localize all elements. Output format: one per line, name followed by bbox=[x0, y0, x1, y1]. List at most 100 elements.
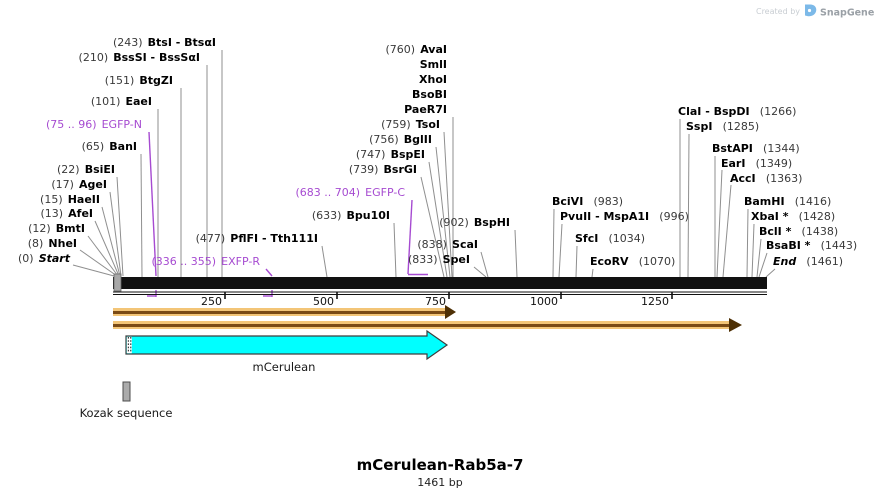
site-label-btgzi[interactable]: (151) BtgZI bbox=[105, 69, 173, 88]
site-label-pflfi[interactable]: (477) PflFI - Tth111I bbox=[196, 227, 318, 246]
site-label-agei[interactable]: (17) AgeI bbox=[51, 173, 107, 192]
site-line-end bbox=[765, 268, 776, 278]
site-label-start[interactable]: (0) Start bbox=[18, 247, 71, 266]
primer-line-egfp-n bbox=[148, 131, 157, 277]
watermark-brand: SnapGene bbox=[820, 8, 874, 19]
site-label-bsrgi[interactable]: (739) BsrGI bbox=[349, 158, 417, 177]
site-line-bmti bbox=[87, 235, 119, 277]
mcerulean-arrow[interactable] bbox=[125, 329, 449, 361]
site-line-agei bbox=[109, 191, 122, 277]
ruler-ticks bbox=[224, 292, 673, 299]
sequence-bar[interactable] bbox=[113, 277, 767, 289]
map-length: 1461 bp bbox=[417, 476, 462, 489]
site-label-clai[interactable]: ClaI - BspDI (1266) bbox=[678, 100, 796, 119]
orf2-core bbox=[113, 324, 729, 327]
mcerulean-label: mCerulean bbox=[253, 360, 316, 374]
site-label-afei[interactable]: (13) AfeI bbox=[40, 202, 93, 221]
snapgene-logo-dot bbox=[807, 8, 812, 13]
site-line-spei bbox=[473, 266, 487, 278]
site-label-smli[interactable]: SmlI bbox=[420, 58, 447, 71]
primer-marks bbox=[147, 131, 428, 297]
site-line-nhei bbox=[79, 249, 118, 277]
primer-line-egfp-c bbox=[407, 199, 413, 275]
site-label-bglii[interactable]: (756) BglII bbox=[369, 128, 432, 147]
site-label-xbai[interactable]: XbaI * (1428) bbox=[751, 205, 835, 224]
site-label-bpu10i[interactable]: (633) Bpu10I bbox=[312, 204, 390, 223]
site-line-bglii bbox=[435, 146, 451, 278]
site-line-bsrgi bbox=[420, 176, 445, 278]
site-label-bsssi[interactable]: (210) BssSI - BssSαI bbox=[79, 46, 200, 65]
ruler-label-1000: 1000 bbox=[530, 295, 558, 308]
site-line-bsabi bbox=[758, 252, 768, 278]
site-labels-right: ClaI - BspDI (1266) SspI (1285) BstAPI (… bbox=[552, 100, 857, 269]
mcerulean-feature[interactable]: mCerulean bbox=[125, 329, 449, 374]
primer-line-exfp-r bbox=[265, 268, 273, 277]
map-title-block: mCerulean-Rab5a-7 1461 bp bbox=[357, 456, 524, 489]
orf-arrow-2[interactable] bbox=[113, 318, 742, 332]
site-line-ecorv bbox=[591, 268, 594, 278]
site-line-bsiei bbox=[116, 176, 124, 277]
site-line-eari bbox=[716, 169, 723, 278]
site-line-sfci bbox=[575, 245, 578, 278]
site-label-sfci[interactable]: SfcI (1034) bbox=[575, 227, 645, 246]
site-label-bsobi[interactable]: BsoBI bbox=[412, 88, 447, 101]
site-labels-middle: (760) AvaI SmlI XhoI BsoBI PaeR7I (759) … bbox=[152, 38, 510, 269]
site-label-bamhi[interactable]: BamHI (1416) bbox=[744, 190, 831, 209]
site-label-btsi[interactable]: (243) BtsI - BtsαI bbox=[113, 31, 216, 50]
site-line-start bbox=[72, 264, 115, 277]
site-label-haeii[interactable]: (15) HaeII bbox=[40, 188, 100, 207]
mcerulean-start-gap bbox=[126, 336, 132, 354]
site-label-spei[interactable]: (833) SpeI bbox=[408, 248, 470, 267]
ruler-label-250: 250 bbox=[201, 295, 222, 308]
kozak-feature[interactable]: Kozak sequence bbox=[80, 381, 173, 420]
kozak-swatch[interactable] bbox=[122, 381, 131, 402]
site-line-tsoi bbox=[443, 131, 453, 278]
site-line-xbai bbox=[751, 223, 755, 278]
ruler-label-750: 750 bbox=[425, 295, 446, 308]
site-label-eaei[interactable]: (101) EaeI bbox=[91, 90, 152, 109]
site-label-acci[interactable]: AccI (1363) bbox=[730, 167, 802, 186]
site-connector-lines bbox=[72, 50, 776, 278]
site-label-bsiei[interactable]: (22) BsiEI bbox=[57, 158, 115, 177]
site-label-bmti[interactable]: (12) BmtI bbox=[28, 217, 85, 236]
ruler-label-500: 500 bbox=[313, 295, 334, 308]
site-label-xhoi[interactable]: XhoI bbox=[419, 73, 447, 86]
site-label-bcli[interactable]: BclI * (1438) bbox=[759, 220, 838, 239]
site-label-ecorv[interactable]: EcoRV (1070) bbox=[590, 250, 675, 269]
site-line-scai bbox=[480, 251, 489, 278]
site-label-bani[interactable]: (65) BanI bbox=[82, 135, 137, 154]
site-line-acci bbox=[722, 184, 732, 278]
primer-label-egfp-c[interactable]: (683 .. 704) EGFP-C bbox=[296, 181, 406, 200]
primer-label-exfp-r[interactable]: (336 .. 355) EXFP-R bbox=[152, 250, 261, 269]
site-label-eari[interactable]: EarI (1349) bbox=[721, 152, 792, 171]
site-line-bani bbox=[140, 153, 143, 278]
site-label-bcivi[interactable]: BciVI (983) bbox=[552, 190, 623, 209]
site-labels-left: (243) BtsI - BtsαI (210) BssSI - BssSαI … bbox=[18, 31, 216, 266]
site-label-avai[interactable]: (760) AvaI bbox=[386, 38, 448, 57]
site-label-end[interactable]: End (1461) bbox=[773, 250, 843, 269]
site-line-pvuii bbox=[558, 223, 563, 278]
site-line-bcli bbox=[756, 238, 762, 278]
site-line-afei bbox=[94, 220, 120, 277]
site-line-bcivi bbox=[552, 208, 555, 278]
site-line-bpu10i bbox=[393, 222, 397, 278]
primer-label-egfp-n[interactable]: (75 .. 96) EGFP-N bbox=[46, 113, 142, 132]
orf1-arrowhead bbox=[445, 305, 456, 319]
site-line-pflfi bbox=[321, 245, 328, 278]
map-title: mCerulean-Rab5a-7 bbox=[357, 456, 524, 474]
orf1-core bbox=[113, 311, 445, 314]
site-label-nhei[interactable]: (8) NheI bbox=[28, 232, 77, 251]
site-label-paer7i[interactable]: PaeR7I bbox=[404, 103, 447, 116]
orf-arrow-1[interactable] bbox=[113, 305, 456, 319]
site-label-bsabi[interactable]: BsaBI * (1443) bbox=[766, 234, 857, 253]
site-label-bspei[interactable]: (747) BspEI bbox=[356, 143, 425, 162]
site-label-tsoi[interactable]: (759) TsoI bbox=[381, 113, 440, 132]
site-label-sspi[interactable]: SspI (1285) bbox=[686, 115, 759, 134]
site-line-bsphi bbox=[514, 229, 518, 278]
site-label-scai[interactable]: (838) ScaI bbox=[417, 233, 478, 252]
site-label-bstapi[interactable]: BstAPI (1344) bbox=[712, 137, 800, 156]
kozak-map-marker[interactable] bbox=[113, 273, 122, 292]
site-label-pvuii[interactable]: PvuII - MspA1I (996) bbox=[560, 205, 689, 224]
site-label-bsphi[interactable]: (902) BspHI bbox=[439, 211, 510, 230]
